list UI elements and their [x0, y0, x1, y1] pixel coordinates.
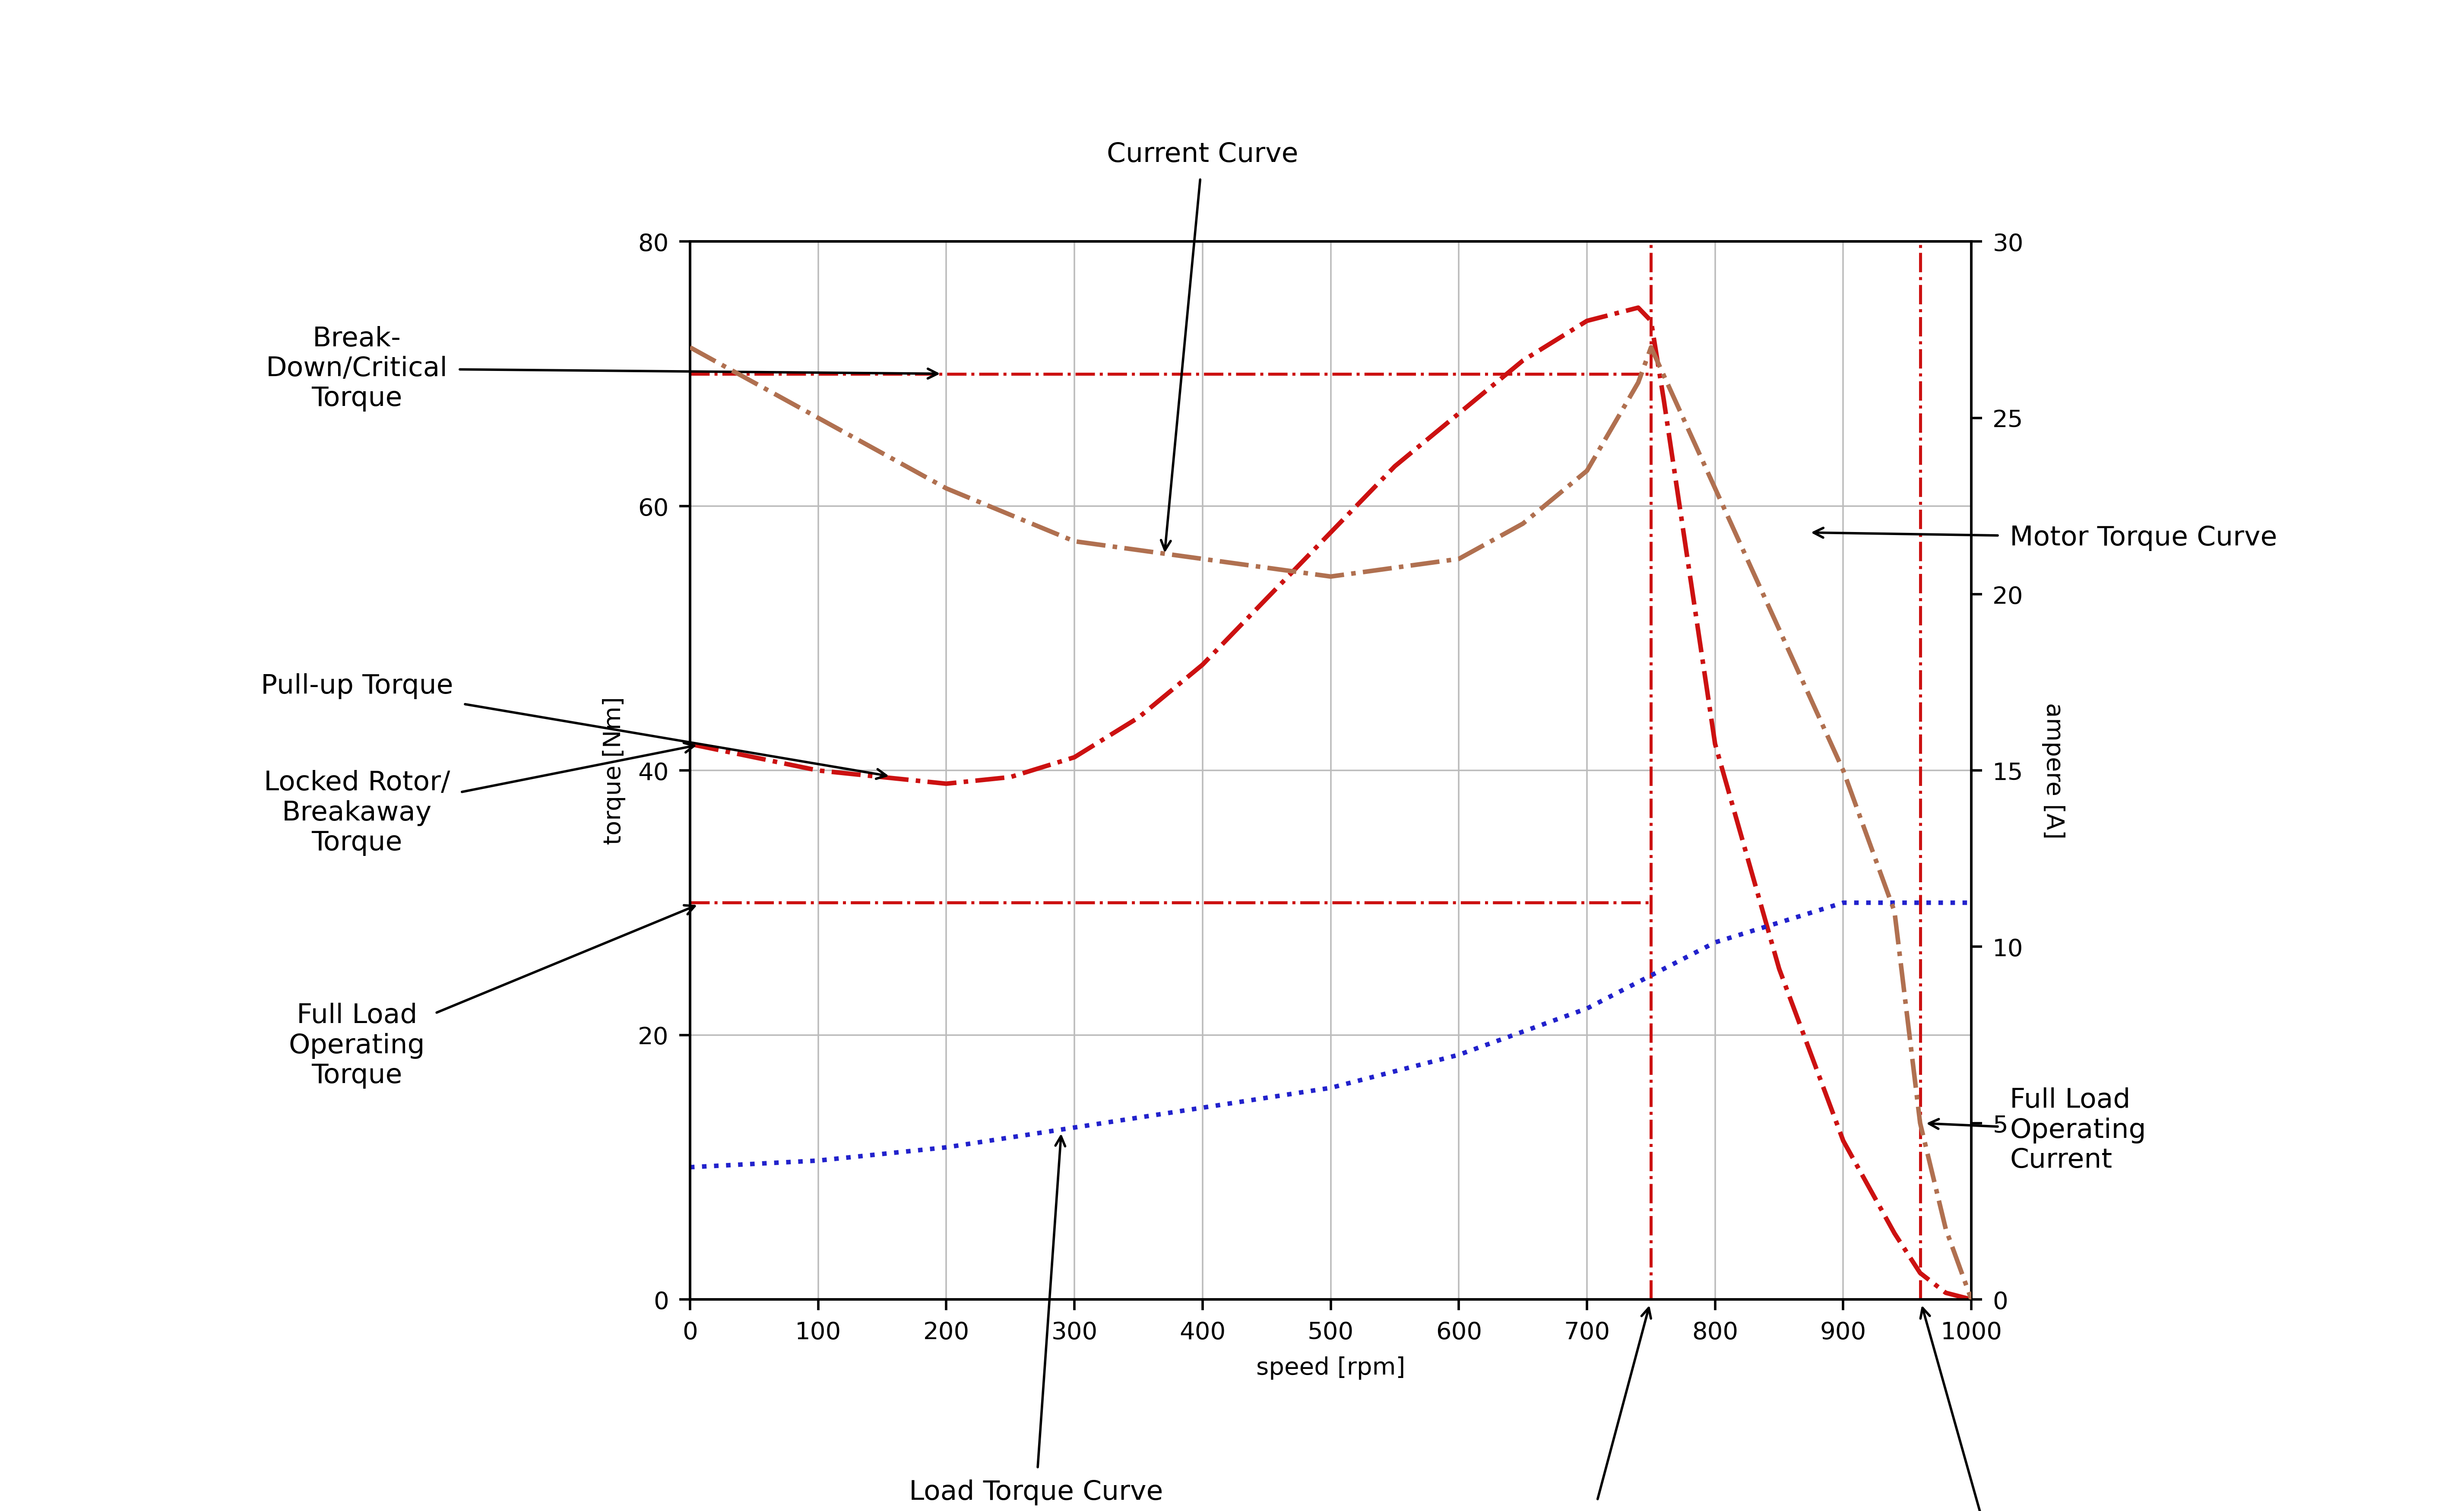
Text: Current Curve: Current Curve	[1106, 142, 1299, 550]
Text: Critical
Speed/Slip: Critical Speed/Slip	[1515, 1309, 1658, 1511]
Text: Motor Torque Curve: Motor Torque Curve	[1814, 524, 2277, 552]
Text: Full Load
Operating
Current: Full Load Operating Current	[1929, 1088, 2146, 1173]
Text: Load Torque Curve: Load Torque Curve	[909, 1136, 1163, 1505]
Text: Break-
Down/Critical
Torque: Break- Down/Critical Torque	[266, 326, 936, 411]
Text: Pull-up Torque: Pull-up Torque	[261, 672, 887, 778]
Y-axis label: ampere [A]: ampere [A]	[2043, 703, 2065, 839]
Text: Locked Rotor/
Breakaway
Torque: Locked Rotor/ Breakaway Torque	[264, 743, 695, 855]
Y-axis label: torque [Nm]: torque [Nm]	[601, 697, 626, 845]
X-axis label: speed [rpm]: speed [rpm]	[1257, 1355, 1404, 1380]
Text: Full Load
Operating
Speed/Slip: Full Load Operating Speed/Slip	[1919, 1309, 2082, 1511]
Text: Full Load
Operating
Torque: Full Load Operating Torque	[288, 905, 695, 1088]
